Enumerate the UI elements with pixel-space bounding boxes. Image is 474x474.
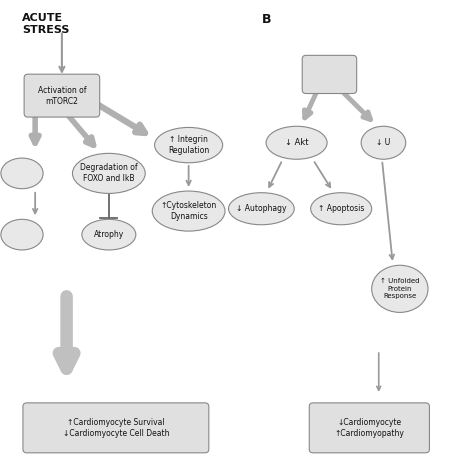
FancyBboxPatch shape <box>302 55 356 93</box>
FancyBboxPatch shape <box>24 74 100 117</box>
Text: B: B <box>261 13 271 26</box>
Text: Degradation of
FOXO and IkB: Degradation of FOXO and IkB <box>80 164 137 183</box>
Text: Atrophy: Atrophy <box>94 230 124 239</box>
Ellipse shape <box>82 219 136 250</box>
Text: ↑ Apoptosis: ↑ Apoptosis <box>318 204 365 213</box>
Text: ↑Cytoskeleton
Dynamics: ↑Cytoskeleton Dynamics <box>161 201 217 221</box>
Ellipse shape <box>152 191 225 231</box>
Text: ↓ U: ↓ U <box>376 138 391 147</box>
Text: ↓Cardiomyocyte
↑Cardiomyopathy: ↓Cardiomyocyte ↑Cardiomyopathy <box>335 418 404 438</box>
Text: ↑Cardiomyocyte Survival
↓Cardiomyocyte Cell Death: ↑Cardiomyocyte Survival ↓Cardiomyocyte C… <box>63 418 169 438</box>
Ellipse shape <box>228 193 294 225</box>
Text: ACUTE
STRESS: ACUTE STRESS <box>22 13 69 35</box>
Ellipse shape <box>155 128 223 163</box>
Ellipse shape <box>372 265 428 312</box>
Text: ↓ Akt: ↓ Akt <box>285 138 309 147</box>
Ellipse shape <box>310 193 372 225</box>
Ellipse shape <box>1 158 43 189</box>
Text: ↓ Autophagy: ↓ Autophagy <box>236 204 287 213</box>
Text: Activation of
mTORC2: Activation of mTORC2 <box>37 86 86 106</box>
Ellipse shape <box>266 126 327 159</box>
Ellipse shape <box>361 126 406 159</box>
FancyBboxPatch shape <box>23 403 209 453</box>
Ellipse shape <box>1 219 43 250</box>
Text: ↑ Unfolded
Protein
Response: ↑ Unfolded Protein Response <box>380 278 419 300</box>
FancyBboxPatch shape <box>309 403 429 453</box>
Ellipse shape <box>73 154 145 193</box>
Text: ↑ Integrin
Regulation: ↑ Integrin Regulation <box>168 135 209 155</box>
